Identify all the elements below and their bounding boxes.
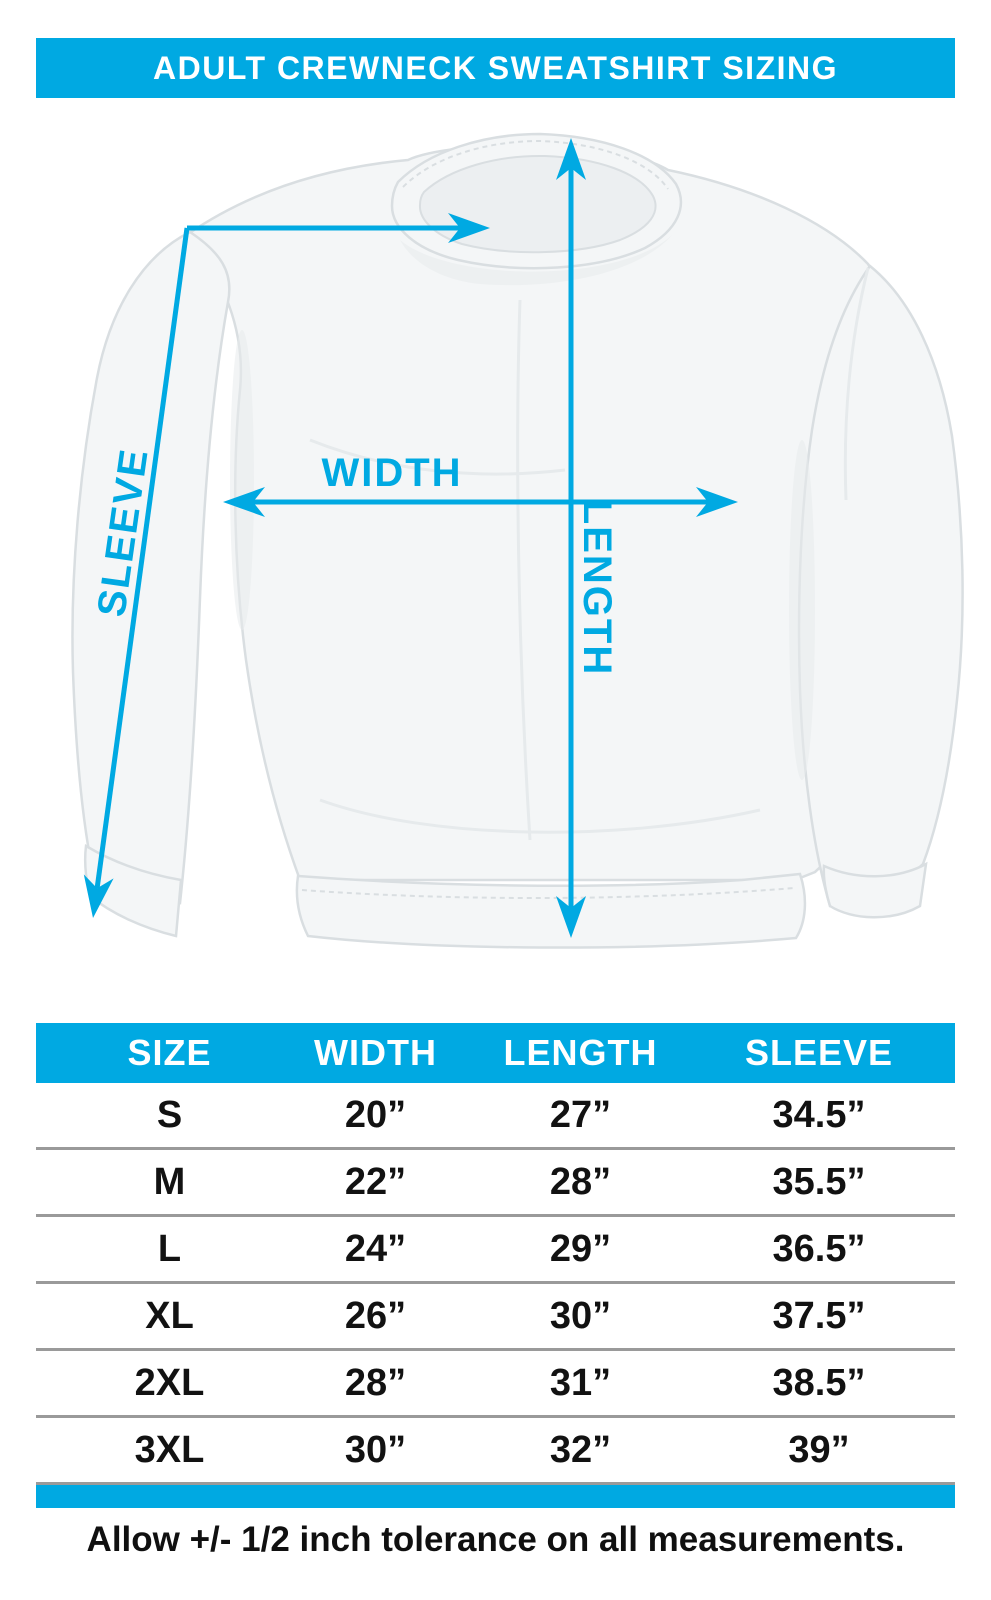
cell-length: 32” [549,1428,612,1471]
cell-length: 28” [549,1160,612,1203]
table-row: L 24” 29” 36.5” [36,1217,955,1284]
page-title: ADULT CREWNECK SWEATSHIRT SIZING [153,49,838,86]
sweatshirt-diagram: WIDTH LENGTH SLEEVE [71,132,964,949]
sizing-table: SIZE WIDTH LENGTH SLEEVE S 20” 27” 34.5”… [36,1023,955,1508]
table-row: S 20” 27” 34.5” [36,1083,955,1150]
body-fold-3 [319,798,761,834]
width-measure-label: WIDTH [321,451,462,495]
tolerance-note: Allow +/- 1/2 inch tolerance on all meas… [86,1520,905,1559]
cell-sleeve: 37.5” [772,1294,866,1337]
body-fold-1 [516,299,532,841]
cell-size: M [153,1160,186,1203]
cell-sleeve: 35.5” [772,1160,866,1203]
cell-sleeve: 38.5” [772,1361,866,1404]
cell-width: 22” [344,1160,407,1203]
arrowhead-down-icon [556,896,586,938]
table-row: 3XL 30” 32” 39” [36,1418,955,1485]
cell-width: 26” [344,1294,407,1337]
cell-size: 2XL [134,1361,205,1404]
waistband [295,872,807,949]
column-header-width: WIDTH [314,1032,437,1073]
cell-sleeve: 39” [788,1428,850,1471]
arrowhead-right-icon [696,487,738,517]
cell-width: 30” [344,1428,407,1471]
cell-width: 20” [344,1093,407,1136]
width-measure-arrow [223,487,738,517]
arrowhead-down-icon [83,874,114,918]
right-body-shadow [789,440,815,780]
cell-size: 3XL [134,1428,205,1471]
table-row: XL 26” 30” 37.5” [36,1284,955,1351]
arrowhead-right-icon [448,213,490,243]
column-header-sleeve: SLEEVE [744,1032,894,1073]
body-fold-2 [309,438,566,476]
sleeve-measure-arrow [83,213,490,918]
cell-length: 27” [549,1093,612,1136]
column-header-size: SIZE [127,1032,212,1073]
under-collar-shadow [400,235,672,286]
table-row: M 22” 28” 35.5” [36,1150,955,1217]
collar-stitch [402,139,669,190]
cell-width: 24” [344,1227,407,1270]
cell-sleeve: 36.5” [772,1227,866,1270]
cell-size: S [156,1093,183,1136]
cell-length: 29” [549,1227,612,1270]
table-row: 2XL 28” 31” 38.5” [36,1351,955,1418]
arrowhead-up-icon [556,138,586,180]
column-header-length: LENGTH [503,1032,658,1073]
cell-size: XL [145,1294,194,1337]
cell-length: 31” [549,1361,612,1404]
table-header-row: SIZE WIDTH LENGTH SLEEVE [36,1023,955,1083]
arrowhead-left-icon [223,487,265,517]
title-bar: ADULT CREWNECK SWEATSHIRT SIZING [36,38,955,98]
cell-length: 30” [549,1294,612,1337]
cell-size: L [157,1227,182,1270]
bottom-accent-bar [36,1485,955,1508]
right-cuff [822,861,928,919]
right-shoulder-seam [843,267,870,501]
length-measure-label: LENGTH [575,500,619,676]
cell-sleeve: 34.5” [772,1093,866,1136]
cell-width: 28” [344,1361,407,1404]
length-measure-arrow [556,138,586,938]
left-body-shadow [230,330,254,630]
